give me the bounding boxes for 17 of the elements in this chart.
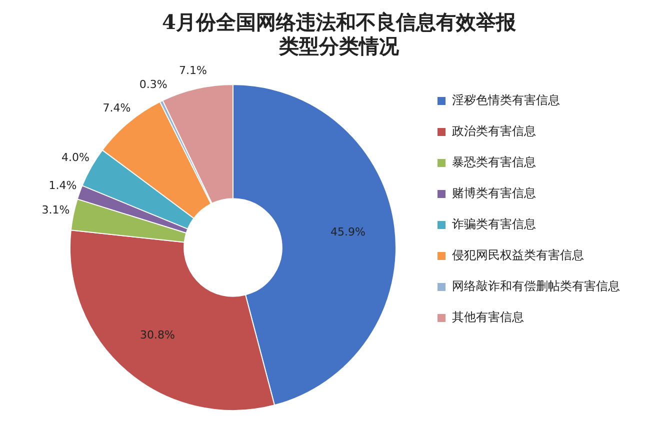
data-label: 7.4%: [102, 102, 131, 115]
legend-label: 网络敲诈和有偿删帖类有害信息: [452, 279, 620, 294]
data-label: 45.9%: [330, 225, 366, 238]
data-label: 3.1%: [42, 204, 70, 217]
legend-label: 暴恐类有害信息: [452, 155, 536, 170]
legend-label: 赌博类有害信息: [452, 186, 536, 200]
data-label: 30.8%: [140, 328, 175, 342]
data-label: 0.3%: [139, 78, 168, 91]
data-label: 4.0%: [62, 151, 90, 164]
legend-label: 其他有害信息: [452, 310, 524, 324]
legend-label: 诈骗类有害信息: [452, 217, 536, 232]
legend-label: 侵犯网民权益类有害信息: [452, 248, 584, 262]
data-label: 1.4%: [48, 179, 77, 192]
legend-label: 淫秽色情类有害信息: [452, 93, 560, 108]
chart-title: 4月份全国网络违法和不良信息有效举报类型分类情况: [162, 10, 517, 58]
legend-label: 政治类有害信息: [452, 124, 536, 138]
data-label: 7.1%: [178, 64, 207, 77]
